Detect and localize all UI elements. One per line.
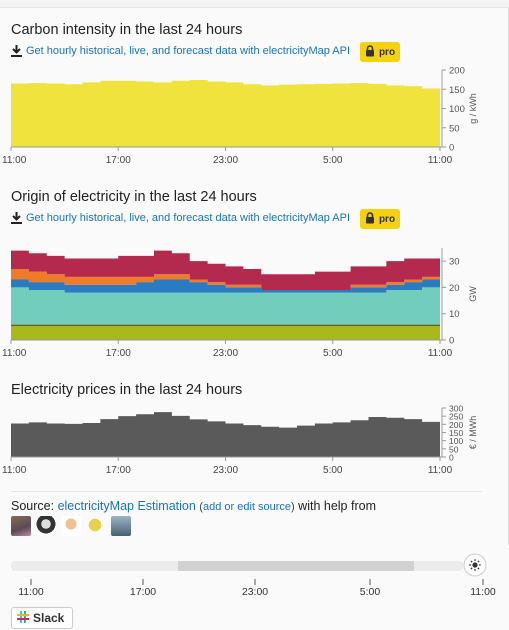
add-source-link[interactable]: add or edit source xyxy=(202,501,292,513)
source-link[interactable]: electricityMap Estimation xyxy=(57,499,196,513)
x-tick-label: 11:00 xyxy=(428,348,453,359)
origin-title: Origin of electricity in the last 24 hou… xyxy=(11,189,257,205)
origin-api-text[interactable]: Get hourly historical, live, and forecas… xyxy=(26,212,351,224)
add-source-open: ( xyxy=(199,501,203,513)
add-source-close: ) xyxy=(291,501,295,513)
x-tick-label: 11:00 xyxy=(2,155,27,166)
source-divider xyxy=(11,491,482,492)
prices-title: Electricity prices in the last 24 hours xyxy=(11,382,243,398)
slack-icon xyxy=(17,610,29,626)
slack-button[interactable]: Slack xyxy=(11,607,73,629)
origin-series-5 xyxy=(11,250,440,291)
download-icon xyxy=(11,45,22,57)
contributor-avatar[interactable] xyxy=(11,516,31,536)
timeline-label: 17:00 xyxy=(130,586,156,598)
y-tick-label: 0 xyxy=(449,453,454,463)
y-axis-label: € / MWh xyxy=(468,416,478,450)
origin-series-2 xyxy=(11,287,440,325)
origin-api-link[interactable]: Get hourly historical, live, and forecas… xyxy=(11,212,350,224)
y-axis-label: GW xyxy=(468,286,478,302)
y-tick-label: 100 xyxy=(449,436,463,446)
contributors xyxy=(11,516,131,536)
prices-area xyxy=(11,412,440,457)
timeline-label: 11:00 xyxy=(470,586,496,598)
y-tick-label: 10 xyxy=(449,309,460,320)
x-tick-label: 17:00 xyxy=(106,348,131,359)
y-tick-label: 200 xyxy=(449,66,465,77)
contributor-avatar[interactable] xyxy=(61,516,81,536)
y-tick-label: 250 xyxy=(449,412,463,422)
lock-icon xyxy=(365,211,375,227)
y-tick-label: 150 xyxy=(449,428,463,438)
carbon-chart: 0 50 100 150 200 g / kWh 11:00 17:00 23:00 5:00 11… xyxy=(2,66,478,167)
y-tick-label: 20 xyxy=(449,283,460,294)
time-slider[interactable]: 11:00 17:00 23:00 5:00 11:00 xyxy=(0,545,509,605)
carbon-api-link[interactable]: Get hourly historical, live, and forecas… xyxy=(11,45,350,57)
download-icon xyxy=(11,212,22,224)
y-tick-label: 150 xyxy=(449,85,465,96)
carbon-pro-label: pro xyxy=(378,46,396,58)
carbon-api-text[interactable]: Get hourly historical, live, and forecas… xyxy=(26,45,351,57)
x-tick-label: 11:00 xyxy=(2,465,27,476)
slider-range[interactable] xyxy=(178,561,414,571)
left-panel: Carbon intensity in the last 24 hours Ge… xyxy=(0,0,509,545)
contributor-avatar[interactable] xyxy=(36,516,56,536)
y-tick-label: 100 xyxy=(449,104,465,115)
y-tick-label: 30 xyxy=(449,257,460,268)
contributor-avatar[interactable] xyxy=(111,516,131,536)
source-line: Source: electricityMap Estimation (add o… xyxy=(11,499,376,513)
x-tick-label: 11:00 xyxy=(2,348,27,359)
x-tick-label: 17:00 xyxy=(106,155,131,166)
source-suffix: with help from xyxy=(294,499,376,513)
lock-icon xyxy=(365,44,375,60)
x-tick-label: 23:00 xyxy=(213,155,238,166)
origin-pro-badge[interactable]: pro xyxy=(360,209,400,229)
carbon-pro-badge[interactable]: pro xyxy=(360,42,400,62)
x-tick-label: 11:00 xyxy=(428,465,453,476)
x-tick-label: 5:00 xyxy=(323,465,343,476)
x-tick-label: 23:00 xyxy=(213,465,238,476)
contributor-avatar[interactable] xyxy=(86,516,106,536)
y-tick-label: 200 xyxy=(449,420,463,430)
panel-top-border xyxy=(0,0,509,8)
source-prefix: Source: xyxy=(11,499,58,513)
x-tick-label: 5:00 xyxy=(323,348,343,359)
y-axis-label: g / kWh xyxy=(468,93,478,124)
carbon-area xyxy=(11,80,440,147)
origin-series-4 xyxy=(11,269,440,291)
y-tick-label: 0 xyxy=(449,143,454,154)
x-tick-label: 23:00 xyxy=(213,348,238,359)
timeline-label: 23:00 xyxy=(242,586,268,598)
timeline-label: 5:00 xyxy=(360,586,381,598)
y-tick-label: 50 xyxy=(449,123,460,134)
origin-chart: 0 10 20 30 GW 11:00 17:00 23:00 5:00 11:00 xyxy=(2,248,478,359)
y-tick-label: 300 xyxy=(449,404,463,414)
sun-icon xyxy=(469,559,481,571)
origin-pro-label: pro xyxy=(378,213,396,225)
x-tick-label: 11:00 xyxy=(428,155,453,166)
origin-series-1 xyxy=(11,324,440,340)
carbon-title: Carbon intensity in the last 24 hours xyxy=(11,22,243,38)
y-tick-label: 50 xyxy=(449,444,459,454)
slider-handle[interactable] xyxy=(463,553,487,577)
x-tick-label: 17:00 xyxy=(106,465,131,476)
slack-label: Slack xyxy=(33,611,65,625)
timeline-label: 11:00 xyxy=(18,586,44,598)
y-tick-label: 0 xyxy=(449,336,454,347)
x-tick-label: 5:00 xyxy=(323,155,343,166)
